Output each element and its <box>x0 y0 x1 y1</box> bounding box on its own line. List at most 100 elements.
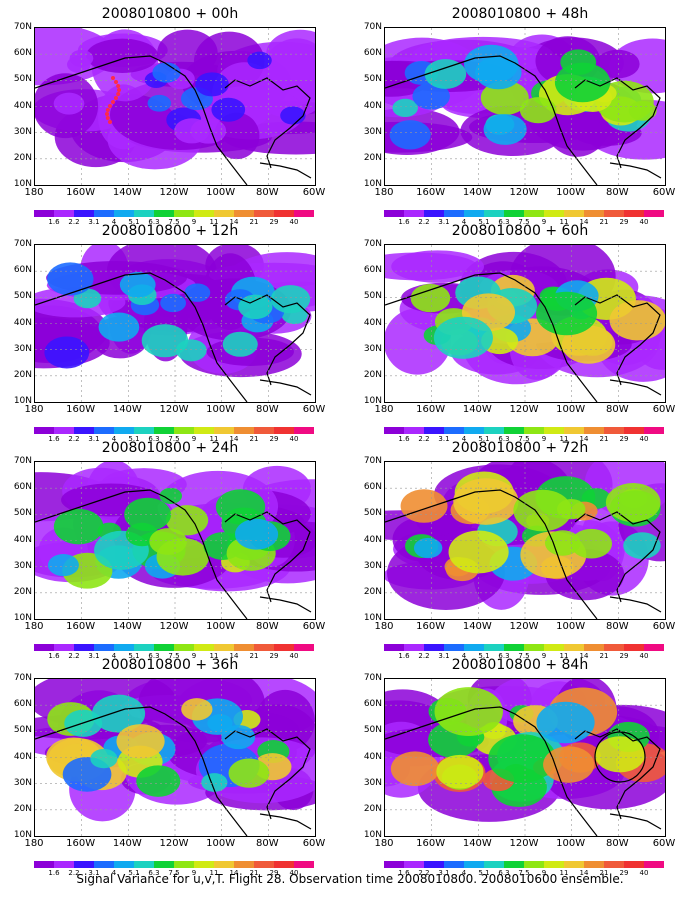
colorbar-swatch <box>34 210 54 217</box>
colorbar-swatch <box>484 427 504 434</box>
colorbar-level: 3.1 <box>88 218 100 226</box>
colorbar-swatch <box>174 644 194 651</box>
signal-variance-field <box>35 462 315 619</box>
field-contour <box>149 528 187 555</box>
observation-point <box>105 116 110 120</box>
colorbar-level: 29 <box>269 652 279 660</box>
colorbar-level: 9 <box>541 652 547 660</box>
colorbar-swatch <box>584 427 604 434</box>
latitude-label: 50N <box>13 725 32 736</box>
latitude-label: 30N <box>13 343 32 354</box>
panel-title: 2008010800 + 12h <box>101 223 239 239</box>
map-area <box>34 27 316 186</box>
map-panel: 2008010800 + 00h 70N 60N 50N 40N 30N 20N 10N 180… <box>0 6 340 226</box>
latitude-label: 60N <box>363 48 382 59</box>
colorbar-level: 1.6 <box>48 869 60 877</box>
colorbar-level: 3.1 <box>438 652 450 660</box>
latitude-label: 20N <box>13 369 32 380</box>
longitude-label: 160W <box>66 404 96 415</box>
colorbar-swatch <box>94 861 114 868</box>
latitude-label: 20N <box>363 586 382 597</box>
longitude-label: 160W <box>416 404 446 415</box>
panel-title: 2008010800 + 36h <box>101 657 239 673</box>
colorbar-swatch <box>624 427 644 434</box>
colorbar-level: 11 <box>209 652 219 660</box>
colorbar-swatch <box>644 644 664 651</box>
colorbar-level: 2.2 <box>68 652 80 660</box>
colorbar-level: 5.1 <box>478 869 490 877</box>
longitude-label: 60W <box>652 621 676 632</box>
colorbar-swatch <box>74 644 94 651</box>
colorbar-level: 5.1 <box>128 869 140 877</box>
colorbar-level: 6.3 <box>498 218 510 226</box>
field-contour <box>47 262 94 296</box>
field-contour <box>222 331 258 357</box>
panel-title: 2008010800 + 00h <box>101 6 239 22</box>
longitude-label: 160W <box>416 187 446 198</box>
colorbar-level: 3.1 <box>438 869 450 877</box>
map-area <box>34 678 316 837</box>
field-contour <box>594 736 646 773</box>
colorbar-swatch <box>194 644 214 651</box>
longitude-label: 80W <box>256 621 279 632</box>
colorbar-level: 9 <box>191 869 197 877</box>
colorbar-swatch <box>234 644 254 651</box>
latitude-label: 30N <box>363 343 382 354</box>
latitude-label: 10N <box>363 613 382 623</box>
colorbar-swatch <box>114 644 134 651</box>
latitude-label: 10N <box>363 179 382 189</box>
colorbar-swatch <box>464 644 484 651</box>
colorbar-level: 7.5 <box>518 869 530 877</box>
observation-point <box>117 88 121 92</box>
coastline <box>385 489 662 619</box>
colorbar-level: 1.6 <box>398 435 410 443</box>
colorbar-level: 1.6 <box>48 435 60 443</box>
field-contour <box>221 724 256 750</box>
field-contour <box>195 72 229 97</box>
colorbar-level: 5.1 <box>128 218 140 226</box>
colorbar-level: 40 <box>639 652 649 660</box>
map-panel: 2008010800 + 84h 70N 60N 50N 40N 30N 20N 10N 180… <box>350 657 690 877</box>
colorbar-level: 1.6 <box>398 652 410 660</box>
longitude-label: 140W <box>462 621 492 632</box>
colorbar-swatch <box>274 644 294 651</box>
latitude-label: 30N <box>13 126 32 137</box>
longitude-label: 100W <box>206 404 236 415</box>
map-panel: 2008010800 + 60h 70N 60N 50N 40N 30N 20N 10N 180… <box>350 223 690 443</box>
colorbar-swatch <box>544 210 564 217</box>
longitude-label: 140W <box>462 404 492 415</box>
colorbar-swatch <box>134 210 154 217</box>
colorbar-swatch <box>154 210 174 217</box>
field-contour <box>119 271 156 298</box>
colorbar-level: 29 <box>269 218 279 226</box>
colorbar-swatch <box>564 427 584 434</box>
colorbar-level: 9 <box>191 218 197 226</box>
observation-point <box>114 80 118 84</box>
colorbar-level: 40 <box>289 435 299 443</box>
map-panel: 2008010800 + 24h 70N 60N 50N 40N 30N 20N 10N 180… <box>0 440 340 660</box>
longitude-label: 180 <box>374 187 394 198</box>
signal-variance-field <box>385 245 665 402</box>
colorbar-swatch <box>564 644 584 651</box>
map-panel: 2008010800 + 36h 70N 60N 50N 40N 30N 20N 10N 180… <box>0 657 340 877</box>
field-contour <box>609 300 665 341</box>
latitude-label: 50N <box>363 74 382 85</box>
latitude-label: 30N <box>13 560 32 571</box>
longitude-label: 140W <box>462 187 492 198</box>
colorbar-swatch <box>404 861 424 868</box>
colorbar-level: 4 <box>111 435 117 443</box>
field-contour <box>475 56 522 90</box>
longitude-label: 80W <box>606 838 629 849</box>
map-panel: 2008010800 + 72h 70N 60N 50N 40N 30N 20N 10N 180… <box>350 440 690 660</box>
latitude-label: 50N <box>363 508 382 519</box>
latitude-label: 20N <box>13 152 32 163</box>
field-contour <box>392 98 418 118</box>
longitude-label: 80W <box>256 404 279 415</box>
colorbar-level: 4 <box>111 652 117 660</box>
observation-point <box>111 100 115 104</box>
colorbar-swatch <box>134 861 154 868</box>
colorbar-level: 11 <box>209 218 219 226</box>
colorbar-swatch <box>114 861 134 868</box>
colorbar-swatch <box>544 861 564 868</box>
colorbar-swatch <box>384 644 404 651</box>
